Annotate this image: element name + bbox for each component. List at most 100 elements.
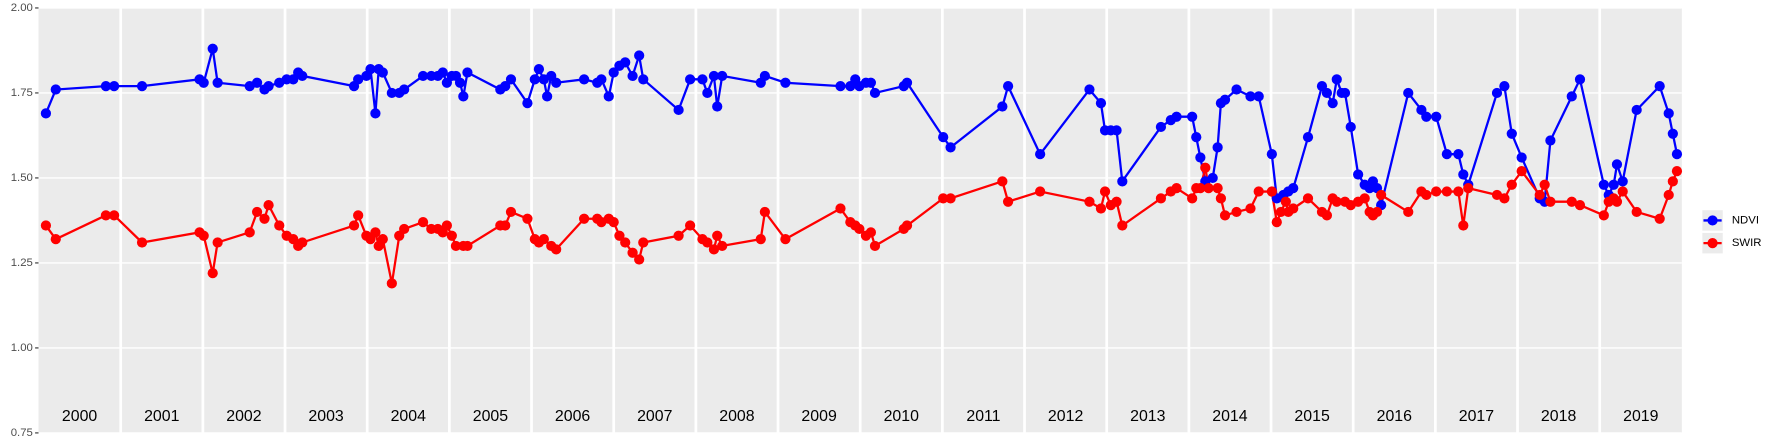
data-point (945, 142, 956, 153)
data-point (40, 220, 52, 231)
data-point (1566, 91, 1577, 102)
data-point (869, 240, 881, 252)
data-point (1280, 196, 1291, 207)
data-point (454, 77, 466, 88)
data-point (1617, 186, 1628, 197)
data-point (100, 81, 112, 92)
data-point (1611, 196, 1623, 207)
data-point (251, 206, 263, 218)
data-point (365, 64, 376, 75)
y-tick-label: 1.00 (11, 342, 33, 354)
data-point (1084, 196, 1095, 207)
year-label: 2004 (391, 408, 427, 425)
data-point (673, 104, 684, 116)
year-label: 2018 (1541, 408, 1577, 425)
year-label: 2001 (144, 408, 180, 425)
data-point (399, 223, 410, 235)
data-point (500, 220, 511, 231)
y-tick-label: 1.50 (11, 172, 33, 184)
data-point (1608, 179, 1619, 190)
year-label: 2005 (473, 408, 509, 425)
data-point (1403, 87, 1414, 99)
year-label: 2015 (1294, 408, 1330, 425)
data-point (1376, 189, 1387, 201)
year-label: 2009 (801, 408, 837, 425)
data-point (533, 64, 545, 75)
data-point (1327, 98, 1338, 109)
data-point (755, 234, 766, 245)
data-point (50, 84, 61, 95)
data-point (1458, 169, 1469, 180)
data-point (109, 210, 120, 221)
data-point (1191, 132, 1202, 143)
data-point (627, 247, 638, 258)
data-point (1441, 149, 1452, 160)
year-label: 2000 (62, 408, 98, 425)
data-point (1598, 210, 1609, 221)
data-point (1002, 81, 1014, 92)
data-point (835, 81, 846, 92)
data-point (638, 237, 649, 248)
data-point (1458, 220, 1469, 231)
data-point (869, 87, 881, 99)
data-point (1566, 196, 1577, 207)
data-point (634, 50, 645, 61)
legend-label: NDVI (1732, 214, 1759, 226)
data-point (1598, 179, 1609, 190)
data-point (697, 74, 708, 85)
data-point (1667, 176, 1678, 187)
data-point (1187, 193, 1198, 204)
data-point (1534, 189, 1545, 201)
data-point (835, 203, 846, 214)
data-point (702, 87, 713, 99)
year-label: 2014 (1212, 408, 1248, 425)
data-point (1219, 94, 1231, 105)
data-point (608, 67, 619, 78)
data-point (450, 240, 462, 252)
data-point (1231, 84, 1242, 95)
data-point (1302, 193, 1314, 204)
data-point (417, 217, 429, 228)
data-point (865, 77, 876, 88)
data-point (100, 210, 112, 221)
data-point (1207, 172, 1218, 184)
data-point (1431, 186, 1442, 197)
data-point (638, 74, 649, 85)
data-point (1035, 186, 1046, 197)
data-point (1431, 111, 1442, 122)
y-tick-label: 1.75 (11, 87, 33, 99)
data-point (1574, 200, 1586, 211)
data-point (945, 193, 956, 204)
y-tick-label: 2.00 (11, 2, 33, 14)
data-point (370, 108, 381, 119)
data-point (244, 227, 255, 238)
data-point (458, 91, 469, 102)
data-point (399, 84, 410, 95)
data-point (1195, 183, 1206, 194)
data-point (353, 210, 364, 221)
data-point (901, 220, 913, 231)
year-label: 2012 (1048, 408, 1084, 425)
data-point (1545, 135, 1556, 146)
data-point (417, 70, 429, 82)
year-label: 2011 (966, 408, 1000, 425)
data-point (198, 230, 209, 241)
data-point (505, 206, 517, 218)
data-point (551, 77, 562, 88)
data-point (500, 81, 511, 92)
data-point (1117, 220, 1128, 231)
year-label: 2008 (719, 408, 755, 425)
data-point (1117, 176, 1128, 187)
data-point (522, 213, 533, 224)
data-point (1111, 196, 1122, 207)
data-point (596, 74, 607, 85)
year-label: 2003 (308, 408, 344, 425)
data-point (1516, 166, 1527, 177)
data-point (437, 67, 448, 78)
year-label: 2010 (884, 408, 920, 425)
data-point (370, 227, 381, 238)
data-point (1253, 186, 1264, 197)
data-point (717, 240, 728, 252)
